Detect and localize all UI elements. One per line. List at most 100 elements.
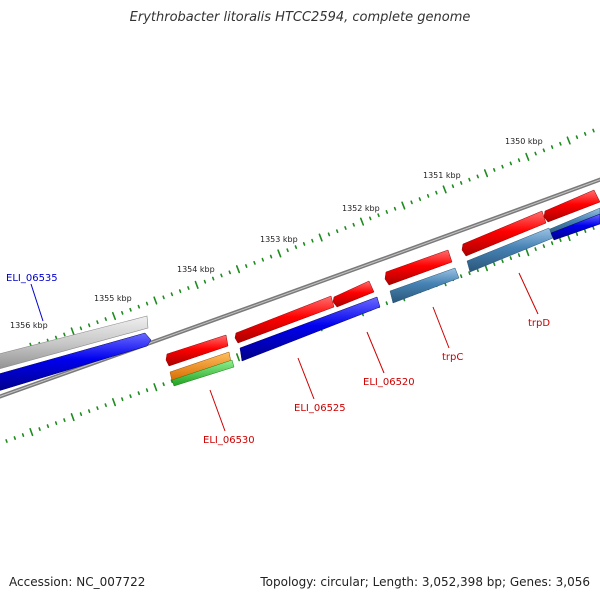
ruler-minor-tick	[46, 424, 50, 429]
ruler-minor-tick	[534, 151, 537, 156]
ruler-minor-tick	[63, 418, 66, 423]
ruler-minor-tick	[517, 253, 521, 258]
ruler-minor-tick	[261, 257, 265, 262]
ruler-minor-tick	[542, 244, 546, 249]
gene-label-ELI_06520[interactable]: ELI_06520	[363, 377, 415, 388]
ruler-minor-tick	[129, 307, 132, 312]
gene-label-ELI_06530[interactable]: ELI_06530	[203, 435, 255, 446]
ruler-minor-tick	[302, 241, 306, 246]
ruler-major-tick	[442, 185, 447, 194]
ruler-major-tick	[194, 280, 199, 289]
feature-ELI_06530-green[interactable]	[171, 359, 235, 387]
ruler-minor-tick	[468, 271, 471, 276]
feature-ELI_06530-red[interactable]	[165, 334, 229, 367]
ruler-minor-tick	[583, 131, 587, 136]
kbp-label-1354: 1354 kbp	[177, 265, 215, 274]
ruler-minor-tick	[393, 206, 397, 211]
feature-ELI_06525-red[interactable]	[234, 295, 335, 344]
kbp-label-1352: 1352 kbp	[342, 204, 380, 213]
ruler-minor-tick	[162, 382, 165, 387]
kbp-scale-labels: 1350 kbp 1351 kbp 1352 kbp 1353 kbp 1354…	[10, 137, 543, 330]
ruler-major-tick	[153, 296, 158, 305]
ruler-minor-tick	[426, 193, 430, 198]
feature-ELI_06520-red[interactable]	[332, 280, 375, 308]
ruler-minor-tick	[228, 270, 231, 275]
ruler-minor-tick	[38, 427, 41, 432]
ruler-major-tick	[525, 248, 530, 257]
feature-ELI_06535-blue[interactable]	[0, 332, 152, 392]
ruler-minor-tick	[559, 238, 562, 243]
ruler-minor-tick	[335, 229, 339, 234]
ruler-minor-tick	[542, 148, 546, 153]
ruler-minor-tick	[435, 190, 438, 195]
ruler-minor-tick	[96, 406, 99, 411]
ruler-minor-tick	[96, 320, 99, 325]
feature-ELI_06535-grey[interactable]	[0, 315, 149, 370]
ruler-minor-tick	[509, 256, 513, 261]
ruler-minor-tick	[559, 141, 562, 146]
ruler-minor-tick	[137, 304, 141, 309]
feature-blue-right[interactable]	[550, 213, 600, 241]
ruler-minor-tick	[592, 128, 595, 133]
feature-red-right[interactable]	[543, 189, 600, 223]
ruler-minor-tick	[501, 164, 504, 169]
ruler-minor-tick	[550, 145, 554, 149]
ruler-minor-tick	[121, 310, 124, 315]
gene-label-trpD[interactable]: trpD	[528, 318, 550, 329]
ruler-minor-tick	[129, 394, 132, 399]
ruler-minor-tick	[162, 295, 165, 300]
kbp-label-1351: 1351 kbp	[423, 171, 461, 180]
reverse-strand-features	[0, 207, 600, 392]
ruler-minor-tick	[410, 200, 413, 205]
ruler-minor-tick	[145, 301, 149, 306]
feature-ELI_06525-blue[interactable]	[239, 296, 381, 362]
genome-summary-text: Topology: circular; Length: 3,052,398 bp…	[260, 575, 590, 589]
kbp-label-1355: 1355 kbp	[94, 294, 132, 303]
ruler-minor-tick	[517, 158, 521, 163]
ruler-minor-tick	[468, 177, 471, 182]
ruler-minor-tick	[54, 335, 58, 340]
ruler-minor-tick	[385, 301, 389, 306]
ruler-minor-tick	[385, 210, 389, 214]
kbp-label-1350: 1350 kbp	[505, 137, 543, 146]
ruler-major-tick	[235, 265, 241, 274]
gene-label-ELI_06525[interactable]: ELI_06525	[294, 403, 346, 414]
feature-trpC-red[interactable]	[384, 249, 453, 286]
ruler-minor-tick	[54, 421, 58, 426]
ruler-major-tick	[153, 383, 158, 392]
ruler-minor-tick	[575, 232, 579, 236]
ruler-minor-tick	[137, 391, 141, 396]
ruler-minor-tick	[170, 292, 174, 297]
ruler-major-tick	[277, 249, 282, 258]
ruler-major-tick	[70, 327, 75, 336]
gene-label-ELI_06535[interactable]: ELI_06535	[6, 273, 58, 284]
gene-labels: ELI_06535 ELI_06530 ELI_06525 ELI_06520 …	[6, 273, 550, 446]
feature-trpD-red[interactable]	[461, 210, 547, 257]
ruler-minor-tick	[21, 433, 25, 437]
ruler-minor-tick	[418, 197, 422, 202]
ruler-major-tick	[70, 413, 75, 422]
ruler-minor-tick	[377, 213, 380, 218]
ruler-minor-tick	[87, 323, 91, 328]
ruler-minor-tick	[187, 286, 190, 290]
label-leader-lines	[30, 272, 539, 432]
ruler-minor-tick	[550, 241, 554, 246]
ruler-minor-tick	[87, 409, 91, 414]
ruler-major-tick	[112, 398, 116, 407]
kbp-label-1356: 1356 kbp	[10, 321, 48, 330]
ruler-minor-tick	[211, 276, 215, 281]
ruler-major-tick	[236, 353, 240, 362]
ruler-minor-tick	[352, 222, 355, 227]
genome-backbone	[0, 177, 600, 399]
feature-trpC-steel[interactable]	[389, 267, 460, 304]
accession-text: Accession: NC_007722	[9, 575, 146, 589]
ruler-minor-tick	[592, 226, 595, 230]
ruler-minor-tick	[476, 174, 479, 179]
ruler-minor-tick	[121, 397, 124, 402]
ruler-major-tick	[318, 233, 323, 242]
ruler-major-tick	[566, 136, 571, 145]
gene-label-trpC[interactable]: trpC	[442, 352, 463, 363]
ruler-minor-tick	[104, 403, 107, 408]
